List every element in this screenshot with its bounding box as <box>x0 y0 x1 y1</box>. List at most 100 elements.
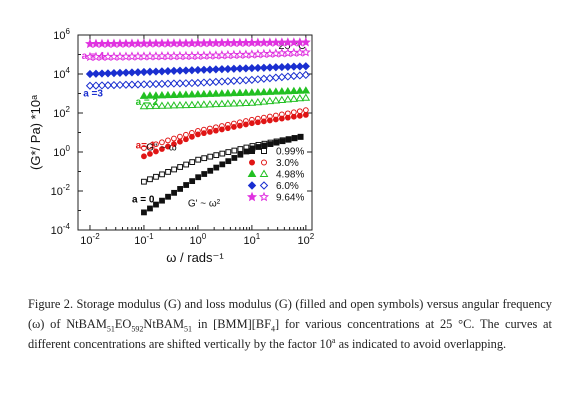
storage-modulus-point <box>205 65 215 74</box>
loss-modulus-point <box>283 95 293 103</box>
loss-modulus-point <box>290 109 297 116</box>
loss-modulus-point <box>181 79 191 88</box>
storage-modulus-point <box>223 89 233 97</box>
storage-modulus-point <box>153 201 159 208</box>
storage-modulus-point <box>153 148 159 155</box>
legend-label: 3.0% <box>276 158 299 169</box>
storage-modulus-point <box>235 88 245 96</box>
storage-modulus-point <box>265 63 274 72</box>
loss-modulus-point <box>115 80 125 90</box>
loss-modulus-point <box>171 166 177 173</box>
loss-modulus-point <box>121 80 131 89</box>
shift-factor-label: a = 0 <box>132 195 155 206</box>
storage-modulus-point <box>300 37 311 47</box>
loss-modulus-point <box>273 138 280 145</box>
loss-modulus-point <box>153 173 159 180</box>
storage-modulus-point <box>127 68 137 77</box>
storage-modulus-point <box>159 197 165 204</box>
legend-open-marker <box>259 181 269 190</box>
storage-modulus-point <box>121 68 131 77</box>
storage-modulus-point <box>109 69 119 78</box>
storage-modulus-point <box>187 66 197 75</box>
storage-modulus-point <box>241 88 251 96</box>
loss-modulus-point <box>165 168 171 175</box>
loss-modulus-point <box>151 79 161 89</box>
storage-modulus-point <box>103 69 113 78</box>
storage-modulus-point <box>231 155 238 161</box>
loss-modulus-point <box>223 99 233 107</box>
caption-text-8: ] for various concentrations at 25 °C. T… <box>28 317 553 351</box>
legend-open-marker <box>259 169 269 177</box>
loss-modulus-point <box>193 100 203 108</box>
loss-modulus-point <box>85 81 95 90</box>
storage-modulus-point <box>177 186 183 192</box>
loss-modulus-point <box>213 152 220 159</box>
loss-modulus-point <box>289 71 298 81</box>
y-tick-exponent: 0 <box>66 144 71 153</box>
storage-modulus-point <box>187 90 197 98</box>
caption-subscript-1: 51 <box>106 324 115 334</box>
storage-modulus-point <box>247 88 257 96</box>
storage-modulus-point <box>151 67 161 76</box>
x-tick-exponent: 1 <box>256 232 261 241</box>
loss-modulus-point <box>171 135 177 142</box>
storage-modulus-point <box>97 69 107 78</box>
shift-factor-label: a = 2 <box>136 97 159 108</box>
storage-modulus-point <box>201 171 208 177</box>
storage-modulus-point <box>295 62 304 71</box>
loss-modulus-point <box>169 79 179 88</box>
loss-modulus-point <box>147 176 153 183</box>
storage-modulus-point <box>301 62 310 71</box>
loss-modulus-point <box>295 93 305 102</box>
loss-modulus-point <box>259 97 269 105</box>
loss-modulus-point <box>223 77 233 86</box>
loss-modulus-point <box>195 156 202 163</box>
loss-modulus-point <box>163 101 173 109</box>
loss-modulus-point <box>253 97 263 106</box>
caption-text-9: as indicated to avoid overlapping. <box>335 337 507 351</box>
storage-modulus-point <box>195 174 202 181</box>
storage-modulus-point <box>283 62 292 71</box>
storage-modulus-point <box>85 69 95 79</box>
loss-modulus-point <box>157 79 167 88</box>
storage-modulus-point <box>199 89 209 98</box>
storage-modulus-point <box>183 182 190 188</box>
loss-modulus-point <box>224 121 231 128</box>
x-tick-exponent: 0 <box>202 232 207 241</box>
loss-modulus-point <box>139 80 149 89</box>
loss-modulus-point <box>296 108 303 115</box>
loss-modulus-point <box>181 100 191 109</box>
loss-modulus-point <box>141 145 147 151</box>
y-tick-exponent: -4 <box>63 222 71 231</box>
storage-modulus-point <box>243 148 250 155</box>
loss-modulus-point <box>254 115 261 122</box>
loss-modulus-point <box>267 139 274 146</box>
loss-modulus-point <box>266 113 273 120</box>
x-tick-exponent: -1 <box>147 232 155 241</box>
loss-modulus-point <box>97 81 107 90</box>
y-tick-exponent: 6 <box>66 27 71 36</box>
storage-modulus-point <box>266 117 273 124</box>
loss-modulus-point <box>163 79 173 88</box>
loss-modulus-point <box>139 101 149 110</box>
storage-modulus-point <box>175 66 185 75</box>
y-tick-exponent: 4 <box>66 66 71 75</box>
legend-filled-marker <box>247 169 257 177</box>
loss-modulus-point <box>241 76 250 85</box>
loss-modulus-point <box>183 161 190 168</box>
loss-modulus-point <box>211 99 221 108</box>
storage-modulus-point <box>277 62 286 72</box>
legend-label: 6.0% <box>276 181 299 192</box>
loss-modulus-point <box>295 71 304 80</box>
loss-modulus-point <box>183 131 189 138</box>
storage-modulus-point <box>207 167 214 174</box>
loss-modulus-point <box>265 96 275 105</box>
loss-modulus-point <box>301 93 311 101</box>
loss-modulus-point <box>272 112 279 119</box>
loss-modulus-point <box>133 80 143 89</box>
loss-modulus-point <box>229 99 239 107</box>
loss-modulus-point <box>205 100 215 108</box>
storage-modulus-point <box>165 193 171 200</box>
loss-modulus-point <box>241 98 251 107</box>
